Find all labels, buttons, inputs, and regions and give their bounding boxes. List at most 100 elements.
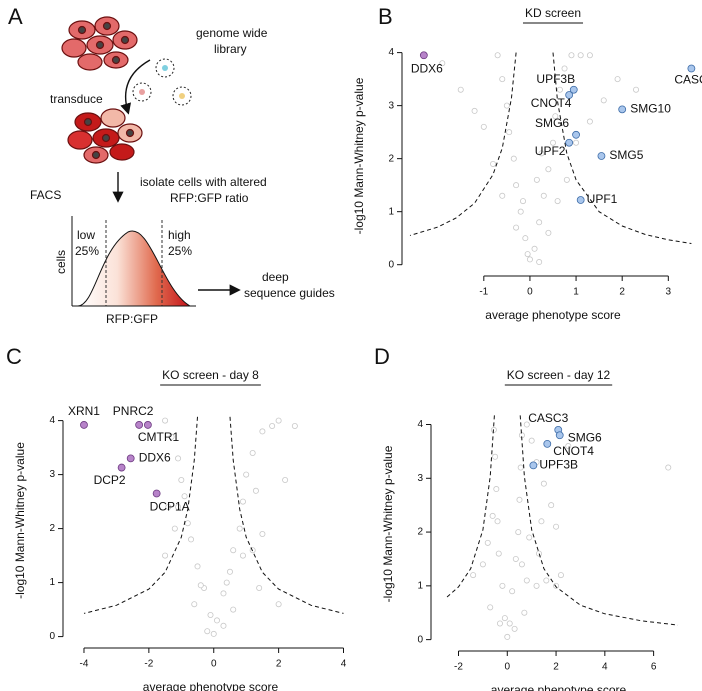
background-point <box>499 582 506 589</box>
background-point <box>535 550 542 557</box>
x-tick-label: 2 <box>553 662 559 673</box>
step-text: transduce <box>50 92 103 106</box>
background-point <box>252 487 259 494</box>
background-point <box>487 604 494 611</box>
background-point <box>236 525 243 532</box>
background-point <box>543 577 550 584</box>
background-point <box>538 518 545 525</box>
hit-point <box>117 463 126 472</box>
background-point <box>568 52 575 59</box>
background-point <box>501 615 508 622</box>
background-point <box>517 208 524 215</box>
background-point <box>178 476 185 483</box>
background-point <box>554 198 561 205</box>
step-text: deep <box>262 270 289 284</box>
background-point <box>538 150 545 157</box>
background-point <box>249 449 256 456</box>
y-tick-label: 0 <box>49 631 55 642</box>
y-tick-label: 3 <box>388 100 394 111</box>
x-tick-label: 6 <box>651 662 657 673</box>
virus <box>132 58 192 106</box>
hit-label: CASC3 <box>674 73 702 87</box>
background-point <box>269 422 276 429</box>
background-point <box>526 256 533 263</box>
background-point <box>197 582 204 589</box>
hit-label: UPF2 <box>535 144 566 158</box>
background-point <box>545 229 552 236</box>
background-point <box>259 531 266 538</box>
y-tick-label: 0 <box>388 259 394 270</box>
background-point <box>165 503 172 510</box>
background-point <box>496 620 503 627</box>
step-text: isolate cells with altered <box>140 175 267 189</box>
hit-label: UPF1 <box>587 192 618 206</box>
background-point <box>511 625 518 632</box>
hit-point <box>80 421 88 429</box>
background-point <box>553 523 560 530</box>
background-point <box>479 561 486 568</box>
background-point <box>517 464 524 471</box>
threshold-curve <box>552 52 692 244</box>
bin-text: 25% <box>168 244 192 258</box>
background-point <box>194 563 201 570</box>
hit-label: DDX6 <box>411 61 443 75</box>
y-tick-label: 4 <box>49 415 55 426</box>
hit-point <box>152 489 161 498</box>
hit-label: SMG10 <box>630 102 671 116</box>
hit-label: XRN1 <box>68 404 100 418</box>
axis-text: cells <box>54 250 68 274</box>
hit-point <box>555 431 564 440</box>
background-point <box>526 534 533 541</box>
x-axis-label: average phenotype score <box>491 683 627 691</box>
background-point <box>171 525 178 532</box>
background-point <box>499 192 506 199</box>
background-point <box>545 166 552 173</box>
cells-mid <box>67 108 143 164</box>
background-point <box>516 496 523 503</box>
background-point <box>557 572 564 579</box>
background-point <box>226 568 233 575</box>
y-axis-label: -log10 Mann-Whitney p-value <box>381 445 395 602</box>
threshold-curve <box>229 416 344 614</box>
background-point <box>239 552 246 559</box>
x-tick-label: 2 <box>276 659 282 670</box>
hit-label: SMG5 <box>609 148 643 162</box>
y-tick-label: 2 <box>49 523 55 534</box>
background-point <box>509 588 516 595</box>
background-point <box>520 198 527 205</box>
background-point <box>506 129 513 136</box>
hit-point <box>576 196 585 204</box>
y-tick-label: 3 <box>49 469 55 480</box>
background-point <box>220 622 227 629</box>
background-point <box>210 630 217 637</box>
hit-label: DCP2 <box>94 473 126 487</box>
step-text: sequence guides <box>244 286 335 300</box>
background-point <box>470 572 477 579</box>
y-tick-label: 1 <box>49 577 55 588</box>
background-point <box>531 245 538 252</box>
background-point <box>489 512 496 519</box>
background-point <box>494 52 501 59</box>
background-point <box>665 464 672 471</box>
background-point <box>175 455 182 462</box>
background-point <box>188 536 195 543</box>
background-point <box>523 577 530 584</box>
x-tick-label: 4 <box>341 659 347 670</box>
background-point <box>256 585 263 592</box>
background-point <box>513 224 520 231</box>
hit-label: SMG6 <box>535 116 569 130</box>
background-point <box>230 547 237 554</box>
panel-letter: C <box>6 344 22 369</box>
hit-label: UPF3B <box>536 72 575 86</box>
background-point <box>563 176 570 183</box>
background-point <box>528 437 535 444</box>
y-tick-label: 2 <box>417 527 423 538</box>
background-point <box>540 192 547 199</box>
hit-label: SMG6 <box>568 430 602 444</box>
hit-point <box>618 105 627 114</box>
background-point <box>512 555 519 562</box>
hit-point <box>687 64 696 73</box>
background-point <box>191 601 198 608</box>
hit-label: CNOT4 <box>553 444 594 458</box>
background-point <box>600 97 607 104</box>
